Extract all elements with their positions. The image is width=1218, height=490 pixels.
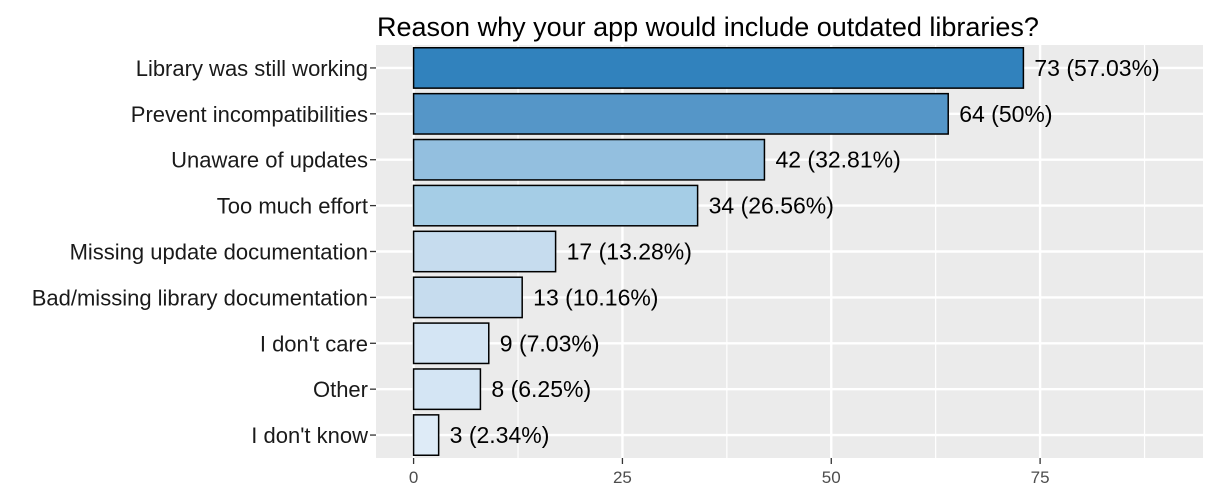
bars — [412, 47, 1025, 456]
y-tick-label-missing-update-documentation: Missing update documentation — [70, 240, 368, 265]
data-label-unaware-of-updates: 42 (32.81%) — [775, 147, 900, 173]
bar-i-don-t-know — [412, 414, 440, 456]
data-labels: 73 (57.03%) 64 (50%) 42 (32.81%) 34 (26.56%… — [450, 55, 1160, 448]
x-tick-label-25: 25 — [613, 468, 632, 487]
bar-unaware-of-updates — [412, 138, 766, 181]
data-label-i-don-t-care: 9 (7.03%) — [500, 330, 600, 356]
x-tick-label-75: 75 — [1031, 468, 1050, 487]
data-label-i-don-t-know: 3 (2.34%) — [450, 422, 550, 448]
x-axis: 0 25 50 75 — [409, 458, 1050, 487]
data-label-library-was-still-working: 73 (57.03%) — [1034, 55, 1159, 81]
y-tick-label-library-was-still-working: Library was still working — [136, 56, 368, 81]
y-tick-label-bad-missing-library-documentation: Bad/missing library documentation — [32, 285, 368, 310]
y-tick-label-other: Other — [313, 377, 368, 402]
bar-prevent-incompatibilities — [412, 92, 949, 135]
data-label-bad-missing-library-documentation: 13 (10.16%) — [533, 284, 658, 310]
y-axis: Library was still working Prevent incompa… — [32, 56, 376, 448]
bar-missing-update-documentation — [412, 230, 557, 273]
data-label-missing-update-documentation: 17 (13.28%) — [567, 239, 692, 265]
data-label-other: 8 (6.25%) — [491, 376, 591, 402]
bar-bad-missing-library-documentation — [412, 276, 523, 319]
y-tick-label-prevent-incompatibilities: Prevent incompatibilities — [131, 102, 368, 127]
data-label-prevent-incompatibilities: 64 (50%) — [959, 101, 1052, 127]
y-tick-label-too-much-effort: Too much effort — [217, 194, 368, 219]
bar-i-don-t-care — [412, 322, 490, 365]
y-tick-label-i-don-t-care: I don't care — [260, 331, 368, 356]
x-tick-label-0: 0 — [409, 468, 418, 487]
y-tick-label-unaware-of-updates: Unaware of updates — [171, 148, 368, 173]
bar-other — [412, 368, 482, 411]
bar-too-much-effort — [412, 184, 699, 227]
bar-library-was-still-working — [412, 47, 1025, 89]
y-tick-label-i-don-t-know: I don't know — [251, 423, 368, 448]
data-label-too-much-effort: 34 (26.56%) — [709, 193, 834, 219]
chart-title: Reason why your app would include outdat… — [377, 12, 1039, 42]
x-tick-label-50: 50 — [822, 468, 841, 487]
